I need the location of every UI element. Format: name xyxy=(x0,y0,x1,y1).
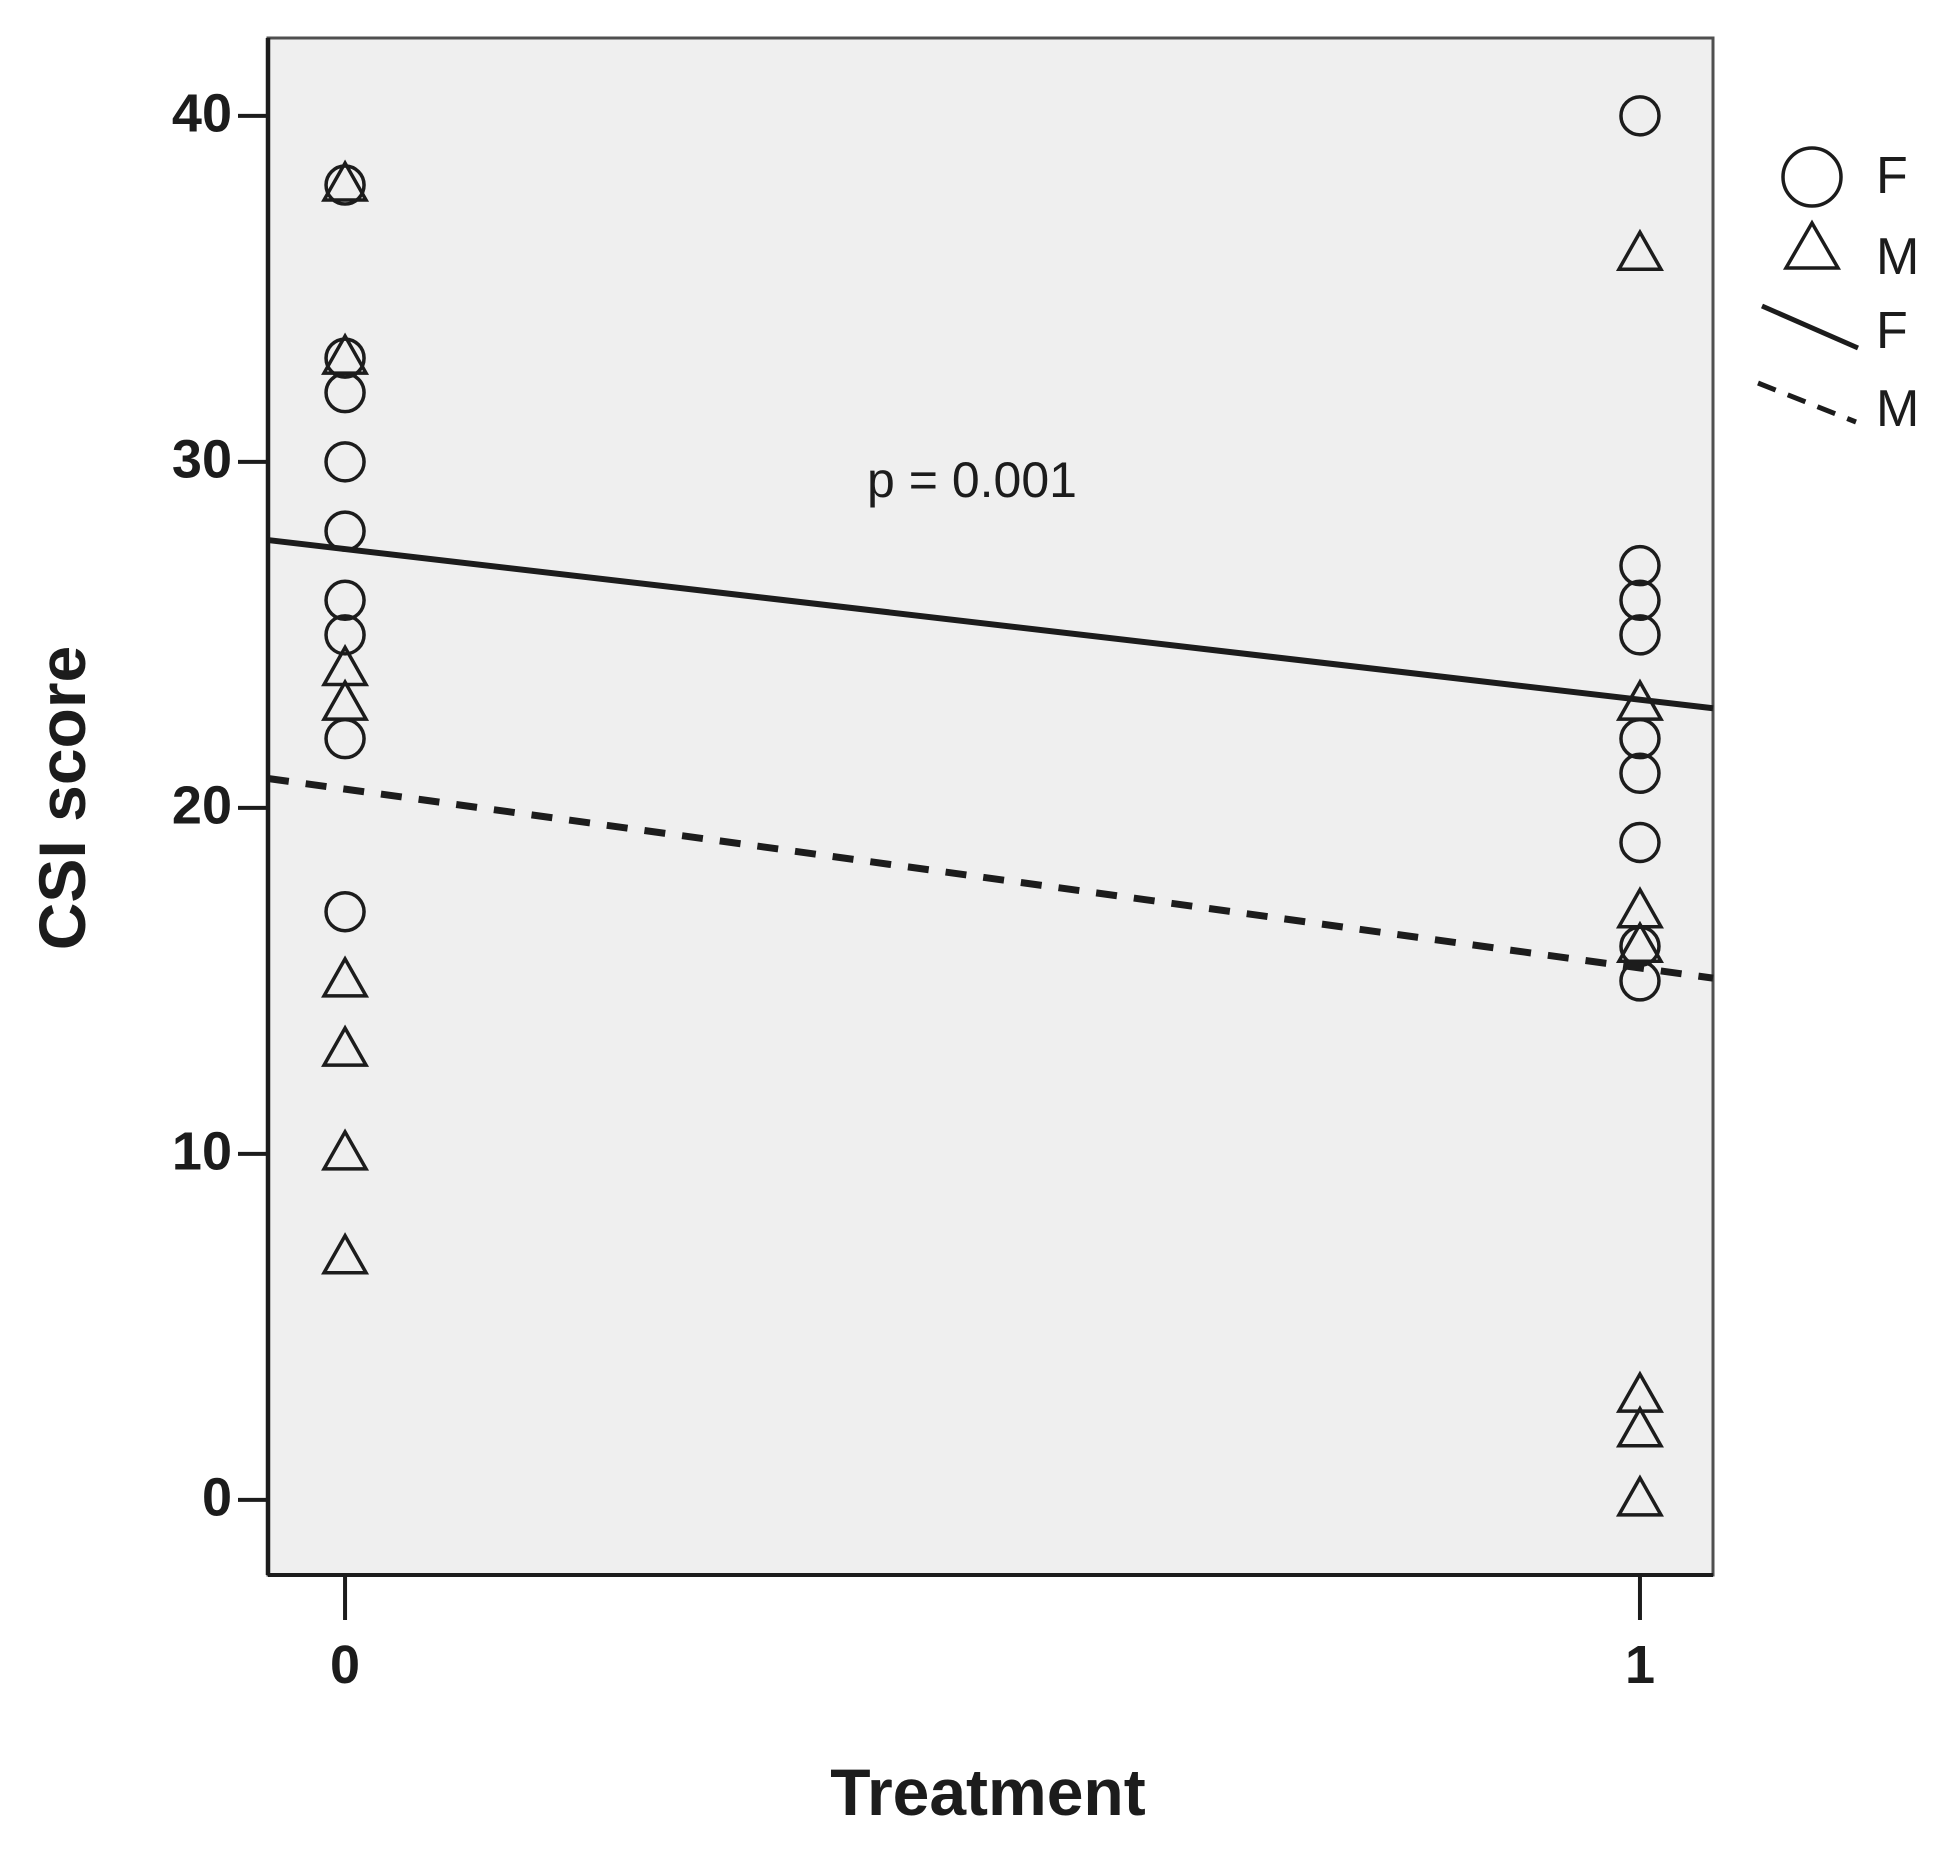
legend-solid-line-icon xyxy=(1760,303,1860,351)
data-point-circle-f xyxy=(324,579,366,622)
data-point-triangle-m xyxy=(321,678,370,721)
legend-triangle-marker-icon xyxy=(1782,219,1842,270)
data-point-triangle-m xyxy=(1615,228,1664,272)
data-point-circle-f xyxy=(324,614,366,656)
p-value-annotation: p = 0.001 xyxy=(867,452,1077,508)
data-point-triangle-m xyxy=(1615,920,1664,964)
legend-label-f-marker: F xyxy=(1876,146,1908,205)
fit-line-m-dashed xyxy=(267,775,1714,982)
data-point-triangle-m xyxy=(321,332,370,375)
data-point-triangle-m xyxy=(321,159,370,202)
data-point-triangle-m xyxy=(321,1232,370,1275)
fit-line-f-solid xyxy=(267,537,1714,712)
data-point-circle-f xyxy=(324,890,366,933)
x-axis-tick-label: 1 xyxy=(1624,1635,1656,1695)
data-point-circle-f xyxy=(324,441,366,483)
data-point-circle-f xyxy=(324,510,366,552)
y-axis-tick-label: 20 xyxy=(171,775,232,836)
data-point-triangle-m xyxy=(1615,678,1664,721)
data-point-triangle-m xyxy=(321,1024,370,1067)
legend-label-m-line: M xyxy=(1876,379,1920,438)
data-point-circle-f xyxy=(1619,752,1661,795)
y-axis-title: CSI score xyxy=(25,645,99,951)
data-point-triangle-m xyxy=(321,1128,370,1171)
data-point-circle-f xyxy=(1619,614,1661,656)
legend-circle-marker-icon xyxy=(1781,146,1843,208)
data-point-circle-f xyxy=(1619,95,1661,137)
legend-label-m-marker: M xyxy=(1876,227,1920,286)
x-axis-title: Treatment xyxy=(830,1755,1146,1829)
data-point-circle-f xyxy=(1619,544,1661,587)
y-axis-tick-label: 40 xyxy=(171,83,232,144)
legend-label-f-line: F xyxy=(1876,301,1908,360)
y-axis-tick-label: 0 xyxy=(201,1467,232,1528)
data-point-triangle-m xyxy=(1615,1405,1664,1448)
data-point-circle-f xyxy=(1619,821,1661,864)
x-axis-tick-label: 0 xyxy=(329,1635,361,1695)
data-point-triangle-m xyxy=(321,955,370,998)
y-axis-tick-label: 30 xyxy=(171,429,232,490)
data-point-triangle-m xyxy=(1615,1474,1664,1517)
legend-dashed-line-icon xyxy=(1757,380,1857,425)
data-point-circle-f xyxy=(1619,579,1661,622)
plot-area xyxy=(266,36,1715,1577)
y-axis-tick-label: 10 xyxy=(171,1121,232,1182)
